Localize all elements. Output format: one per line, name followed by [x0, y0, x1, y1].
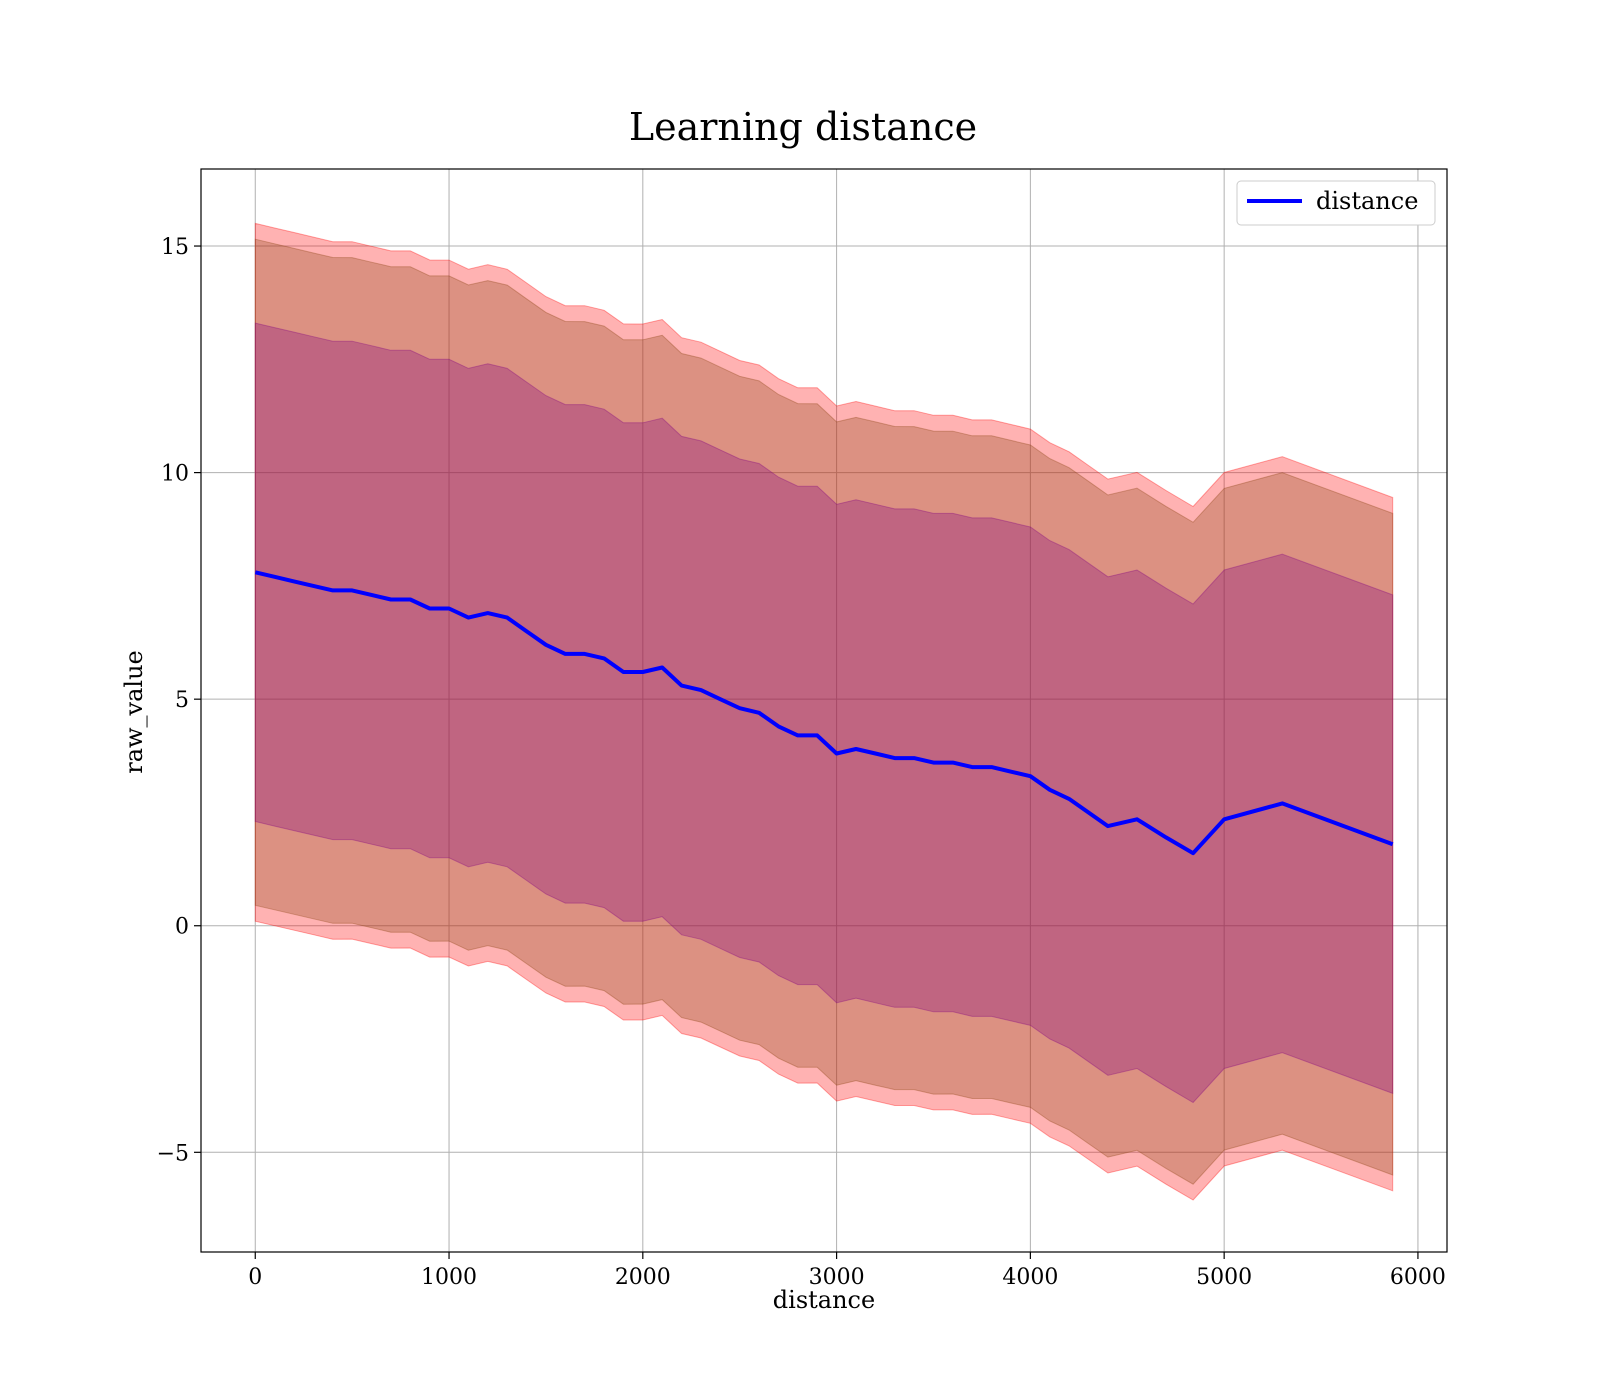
legend-box	[1236, 180, 1436, 226]
chart-title: Learning distance	[629, 105, 977, 149]
plot-frame	[200, 168, 1448, 1253]
y-tick-label: −5	[157, 1141, 189, 1166]
x-tick-label: 4000	[1002, 1265, 1058, 1290]
y-axis-ticks: −5 0 5 10 15	[157, 235, 201, 1166]
series-line-distance	[254, 570, 1394, 856]
y-tick-label: 0	[175, 915, 189, 940]
confidence-bands	[254, 222, 1394, 1201]
grid	[201, 169, 1447, 1252]
y-axis-label: raw_value	[120, 650, 148, 774]
x-tick-label: 5000	[1196, 1265, 1252, 1290]
legend-entry-distance: distance	[1316, 187, 1418, 215]
y-tick-label: 10	[161, 462, 189, 487]
x-tick-label: 6000	[1390, 1265, 1446, 1290]
x-axis-label: distance	[773, 1286, 875, 1314]
y-tick-label: 15	[161, 235, 189, 260]
x-tick-label: 0	[248, 1265, 262, 1290]
series-lines	[254, 570, 1394, 856]
x-axis-ticks: 0 1000 2000 3000 4000 5000 6000	[248, 1252, 1446, 1290]
x-tick-label: 3000	[809, 1265, 865, 1290]
x-tick-label: 1000	[421, 1265, 477, 1290]
inner-band	[254, 322, 1394, 1104]
legend: distance	[1236, 180, 1436, 226]
y-tick-label: 5	[175, 688, 189, 713]
outer-band	[254, 222, 1394, 1201]
x-tick-label: 2000	[615, 1265, 671, 1290]
middle-band	[254, 238, 1394, 1185]
